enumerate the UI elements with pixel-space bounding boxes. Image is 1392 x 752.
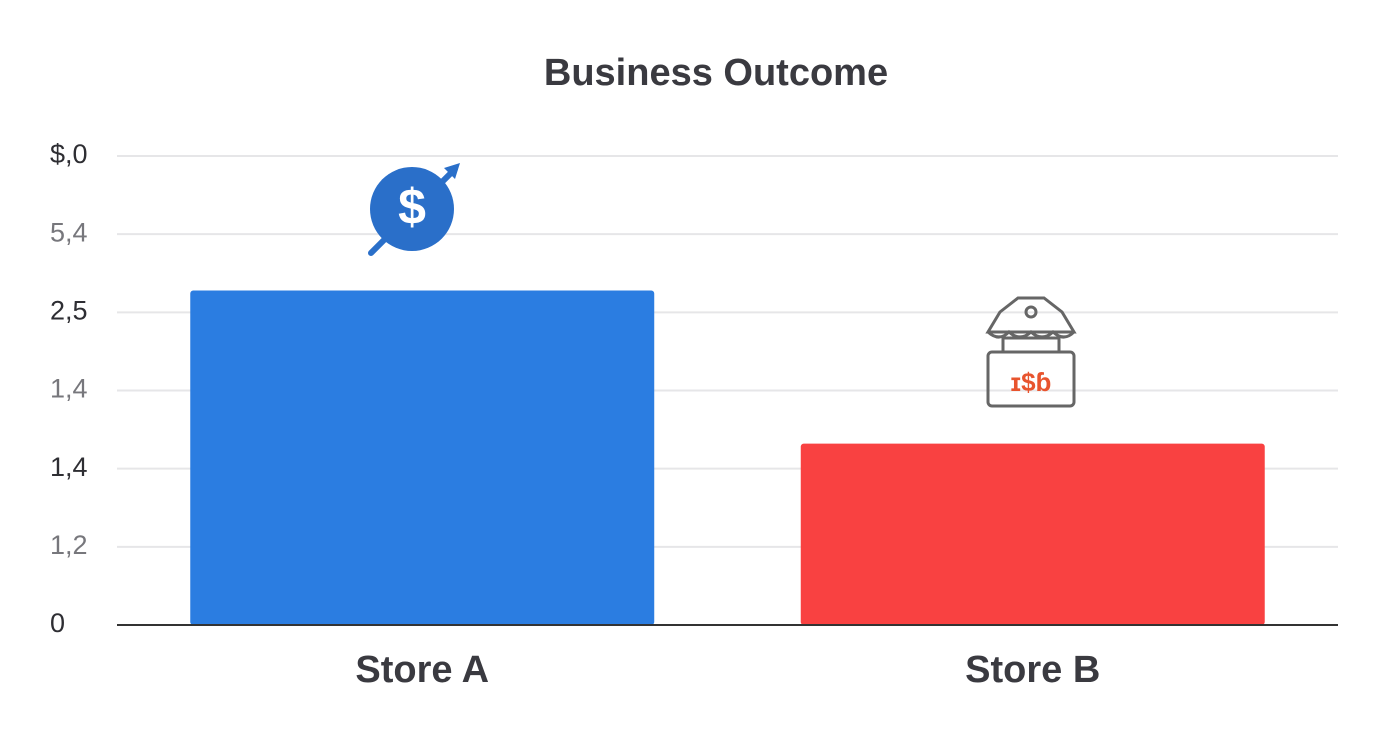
svg-text:$: $ [398,179,426,235]
x-tick-label: Store B [965,649,1100,691]
chart-title: Business Outcome [544,52,888,94]
x-tick-label: Store A [355,649,489,691]
y-tick-label: $,0 [50,139,88,169]
y-tick-label: 1,4 [50,452,88,482]
dollar-growth-icon: $ [368,163,460,256]
svg-text:ɪ$ɓ: ɪ$ɓ [1011,367,1052,397]
bar [800,443,1265,625]
y-tick-label: 5,4 [50,217,88,247]
y-tick-label: 1,4 [50,374,88,404]
bar [190,290,655,625]
plot-area: 0 1,2 1,4 1,4 2,5 5,4 $,0 Store A Store B [50,139,1338,691]
y-tick-label: 1,2 [50,530,88,560]
store-icon: ɪ$ɓ [985,296,1077,408]
y-tick-label: 2,5 [50,295,88,325]
y-tick-label: 0 [50,608,65,638]
